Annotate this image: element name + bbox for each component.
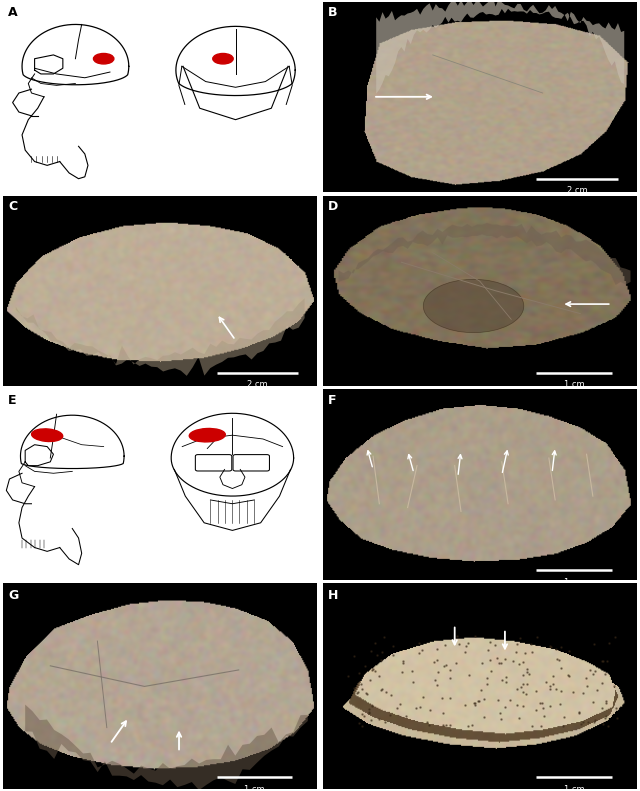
Ellipse shape [93, 54, 114, 64]
Text: G: G [8, 589, 18, 602]
Ellipse shape [189, 429, 225, 442]
Text: 1 cm: 1 cm [564, 380, 584, 389]
Text: 1 cm: 1 cm [564, 578, 584, 587]
Text: 2 cm: 2 cm [567, 187, 588, 195]
Text: A: A [8, 6, 17, 19]
Text: H: H [328, 589, 338, 602]
Polygon shape [16, 298, 305, 376]
Text: C: C [8, 200, 17, 214]
Polygon shape [25, 705, 308, 790]
Ellipse shape [212, 54, 233, 64]
Ellipse shape [423, 279, 524, 333]
Text: B: B [328, 6, 337, 19]
Ellipse shape [31, 429, 63, 441]
Text: 2 cm: 2 cm [247, 380, 268, 389]
Polygon shape [376, 0, 624, 93]
Text: 1 cm: 1 cm [244, 785, 265, 791]
Polygon shape [339, 223, 630, 285]
Text: F: F [328, 394, 336, 407]
Text: D: D [328, 200, 338, 214]
Text: 1 cm: 1 cm [564, 785, 584, 791]
Text: E: E [8, 394, 17, 407]
